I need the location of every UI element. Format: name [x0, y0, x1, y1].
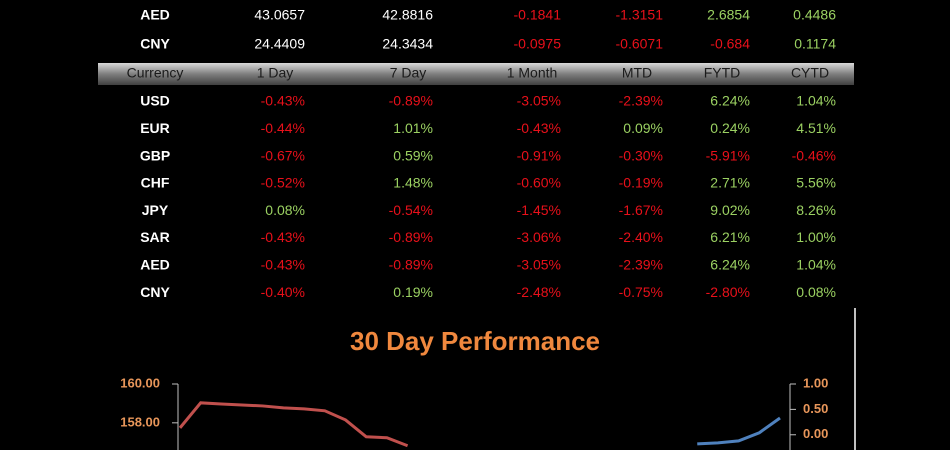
cell: -0.89%: [389, 229, 433, 245]
cell: -0.40%: [261, 284, 305, 300]
cell: -0.43%: [261, 257, 305, 273]
cell: -0.1841: [514, 7, 562, 23]
cell: 2.6854: [707, 7, 750, 23]
cell: 4.51%: [796, 120, 836, 136]
cell: 24.3434: [382, 36, 433, 52]
cell: 2.71%: [710, 175, 750, 191]
cell: -0.44%: [261, 120, 305, 136]
cell: 6.24%: [710, 257, 750, 273]
cell: 24.4409: [254, 36, 305, 52]
cell: 9.02%: [710, 202, 750, 218]
cell: 1.00%: [796, 229, 836, 245]
cell: -0.30%: [619, 147, 663, 163]
cell: 0.08%: [265, 202, 305, 218]
cell: -2.48%: [517, 284, 561, 300]
cell: -2.39%: [619, 257, 663, 273]
currency-name: AED: [140, 257, 170, 273]
cell: -0.0975: [514, 36, 562, 52]
cell: -0.67%: [261, 147, 305, 163]
column-header: CYTD: [791, 65, 829, 81]
cell: -0.89%: [389, 93, 433, 109]
cell: 0.4486: [793, 7, 836, 23]
cell: 42.8816: [382, 7, 433, 23]
column-header: Currency: [127, 65, 184, 81]
cell: 1.01%: [393, 120, 433, 136]
cell: 0.59%: [393, 147, 433, 163]
currency-name: AED: [140, 7, 170, 23]
currency-name: CNY: [140, 36, 170, 52]
column-header: 1 Day: [257, 65, 294, 81]
cell: -0.60%: [517, 175, 561, 191]
cell: -3.06%: [517, 229, 561, 245]
currency-name: GBP: [140, 147, 170, 163]
y-tick-label: 160.00: [120, 375, 160, 390]
line-series: [178, 401, 409, 448]
column-header: 1 Month: [507, 65, 558, 81]
cell: 0.08%: [796, 284, 836, 300]
column-header: FYTD: [704, 65, 741, 81]
y2-tick-label: 0.00: [803, 426, 828, 441]
cell: 0.1174: [794, 36, 836, 52]
cell: -1.67%: [619, 202, 663, 218]
cell: -0.91%: [517, 147, 561, 163]
cell: -0.89%: [389, 257, 433, 273]
column-header: MTD: [622, 65, 652, 81]
chart-title: 30 Day Performance: [350, 326, 600, 356]
cell: -0.43%: [261, 93, 305, 109]
cell: 0.19%: [393, 284, 433, 300]
cell: -0.6071: [616, 36, 664, 52]
cell: 6.21%: [710, 229, 750, 245]
cell: -2.40%: [619, 229, 663, 245]
cell: 43.0657: [254, 7, 305, 23]
currency-name: CHF: [141, 175, 170, 191]
cell: -1.3151: [616, 7, 664, 23]
cell: -0.75%: [619, 284, 663, 300]
cell: 1.04%: [796, 257, 836, 273]
cell: 0.24%: [710, 120, 750, 136]
cell: -0.684: [710, 36, 750, 52]
cell: 5.56%: [796, 175, 836, 191]
cell: -5.91%: [706, 147, 750, 163]
cell: -2.80%: [706, 284, 750, 300]
cell: -0.46%: [792, 147, 836, 163]
column-header: 7 Day: [390, 65, 427, 81]
currency-name: USD: [140, 93, 170, 109]
cell: 6.24%: [710, 93, 750, 109]
cell: 1.04%: [796, 93, 836, 109]
cell: -0.54%: [389, 202, 433, 218]
currency-name: SAR: [140, 229, 170, 245]
line-series: [697, 416, 781, 446]
cell: 8.26%: [796, 202, 836, 218]
currency-name: JPY: [142, 202, 169, 218]
cell: -2.39%: [619, 93, 663, 109]
cell: -0.52%: [261, 175, 305, 191]
y2-tick-label: 0.50: [803, 401, 828, 416]
y-tick-label: 158.00: [120, 414, 160, 429]
cell: -1.45%: [517, 202, 561, 218]
cell: 0.09%: [623, 120, 663, 136]
header-bar: [98, 63, 854, 85]
y2-tick-label: 1.00: [803, 375, 828, 390]
cell: -3.05%: [517, 93, 561, 109]
cell: -0.43%: [261, 229, 305, 245]
cell: 1.48%: [393, 175, 433, 191]
currency-name: EUR: [140, 120, 170, 136]
currency-name: CNY: [140, 284, 170, 300]
cell: -0.43%: [517, 120, 561, 136]
cell: -3.05%: [517, 257, 561, 273]
cell: -0.19%: [619, 175, 663, 191]
